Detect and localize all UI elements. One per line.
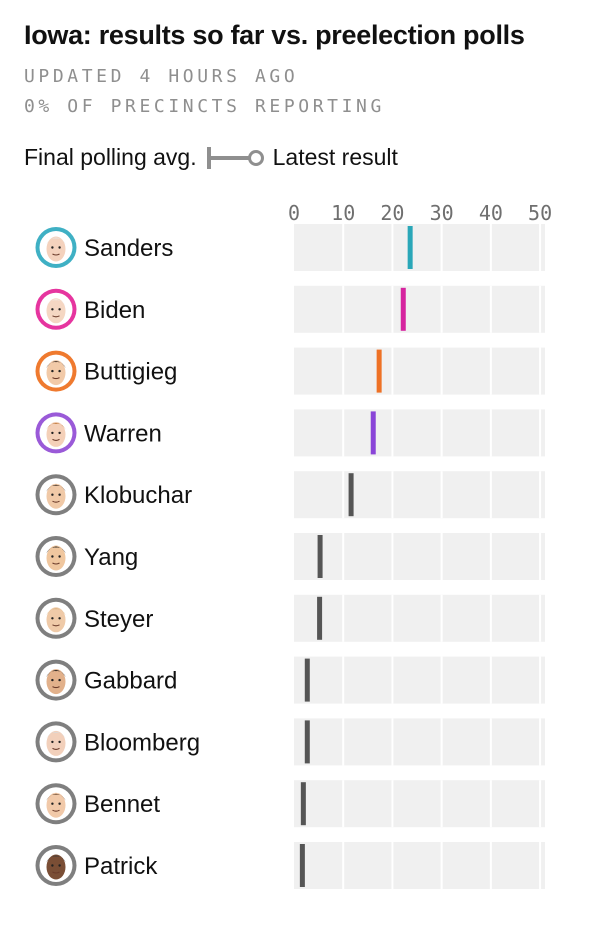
- candidate-name: Biden: [84, 297, 145, 324]
- candidate-name: Gabbard: [84, 668, 177, 695]
- candidate-row: Buttigieg: [35, 347, 545, 395]
- candidate-avatar-icon: [35, 350, 77, 392]
- polling-average-marker: [300, 782, 306, 826]
- candidate-row: Sanders: [35, 224, 545, 271]
- polling-average-marker: [304, 720, 310, 764]
- bar-track: [294, 347, 545, 395]
- bar-track: [294, 533, 545, 580]
- candidate-avatar-icon: [35, 412, 77, 454]
- bar-track: [294, 594, 545, 642]
- legend: Final polling avg. Latest result: [24, 140, 398, 174]
- polling-average-marker: [299, 844, 305, 887]
- candidate-avatar-icon: [35, 227, 77, 268]
- x-tick-label: 30: [430, 201, 454, 225]
- bar-track: [294, 656, 545, 704]
- legend-marker-icon: [206, 147, 264, 169]
- bar-track: [294, 842, 545, 889]
- polling-average-marker: [376, 349, 382, 393]
- precincts-reporting: 0% OF PRECINCTS REPORTING: [24, 96, 385, 117]
- candidate-avatar-icon: [35, 288, 77, 330]
- candidate-name: Bloomberg: [84, 729, 200, 756]
- bar-track: [294, 780, 545, 828]
- x-tick-label: 50: [528, 201, 552, 225]
- candidate-row: Biden: [35, 285, 545, 333]
- candidate-name: Bennet: [84, 791, 160, 818]
- polling-average-marker: [400, 287, 406, 331]
- bar-track: [294, 471, 545, 519]
- polling-average-marker: [317, 535, 323, 578]
- candidate-avatar-icon: [35, 536, 77, 577]
- bar-track: [294, 409, 545, 457]
- x-tick-label: 10: [331, 201, 355, 225]
- candidate-avatar-icon: [35, 845, 77, 886]
- bar-track: [294, 718, 545, 766]
- candidate-row: Warren: [35, 409, 545, 457]
- updated-timestamp: UPDATED 4 HOURS AGO: [24, 66, 299, 87]
- candidate-row: Bennet: [35, 780, 545, 828]
- candidate-avatar-icon: [35, 659, 77, 701]
- candidate-row: Steyer: [35, 594, 545, 642]
- candidate-name: Sanders: [84, 235, 173, 262]
- candidate-name: Patrick: [84, 853, 158, 880]
- candidate-row: Klobuchar: [35, 471, 545, 519]
- candidate-avatar-icon: [35, 597, 77, 639]
- bar-track: [294, 285, 545, 333]
- x-tick-label: 20: [380, 201, 404, 225]
- x-axis: 0 10 20 30 40 50: [288, 201, 552, 225]
- x-tick-label: 0: [288, 201, 300, 225]
- x-tick-label: 40: [479, 201, 503, 225]
- candidate-avatar-icon: [35, 783, 77, 825]
- candidate-name: Steyer: [84, 606, 153, 633]
- polling-average-marker: [317, 596, 323, 640]
- chart-title: Iowa: results so far vs. preelection pol…: [24, 20, 525, 50]
- polling-average-marker: [304, 658, 310, 702]
- candidate-avatar-icon: [35, 721, 77, 763]
- candidate-row: Bloomberg: [35, 718, 545, 766]
- candidate-row: Gabbard: [35, 656, 545, 704]
- candidate-row: Patrick: [35, 842, 545, 889]
- candidate-name: Klobuchar: [84, 482, 192, 509]
- polling-average-marker: [370, 411, 376, 455]
- legend-polling-label: Final polling avg.: [24, 143, 197, 170]
- candidate-name: Yang: [84, 544, 138, 571]
- candidate-name: Buttigieg: [84, 359, 177, 386]
- candidate-avatar-icon: [35, 474, 77, 516]
- candidate-name: Warren: [84, 420, 162, 447]
- candidate-rows: Sanders Biden Buttigieg Warren Klobuchar Yang…: [35, 224, 545, 889]
- bar-track: [294, 224, 545, 271]
- candidate-row: Yang: [35, 533, 545, 580]
- legend-result-label: Latest result: [272, 143, 398, 170]
- polling-average-marker: [407, 226, 413, 269]
- polling-average-marker: [348, 473, 354, 517]
